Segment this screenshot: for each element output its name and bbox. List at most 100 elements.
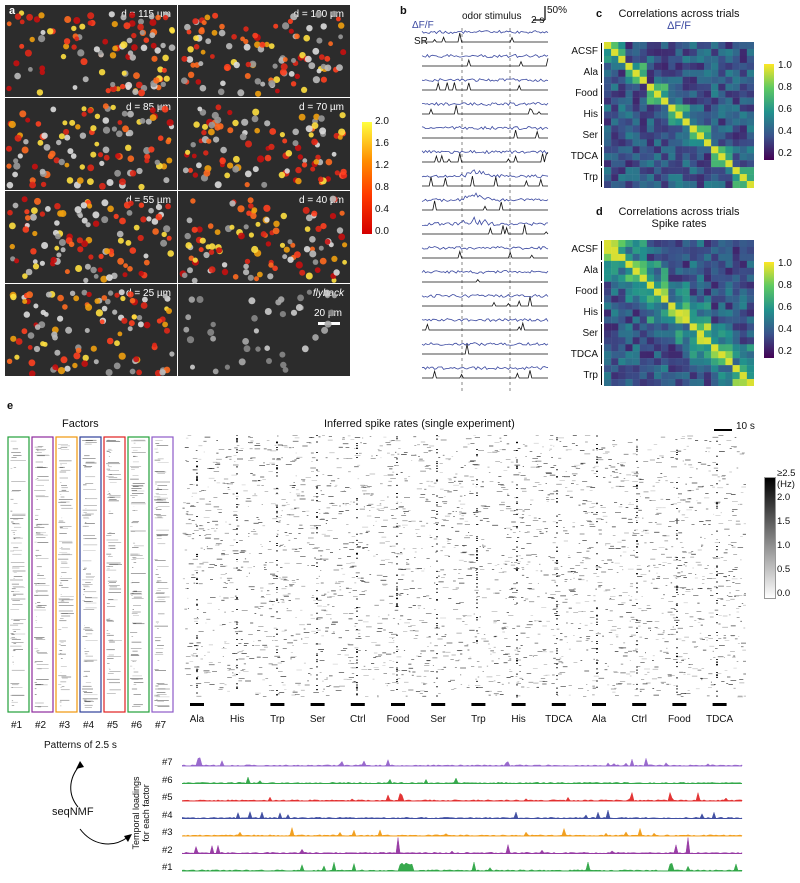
heatmap-cell bbox=[604, 379, 612, 386]
heatmap-cell bbox=[718, 125, 726, 133]
cell-dot bbox=[324, 238, 331, 245]
heatmap-cell bbox=[732, 288, 740, 296]
heatmap-cell bbox=[711, 48, 719, 57]
heatmap-cell bbox=[632, 153, 640, 161]
heatmap-cell bbox=[654, 253, 662, 262]
heatmap-cell bbox=[711, 181, 719, 188]
heatmap-cell bbox=[725, 76, 733, 84]
cell-dot bbox=[125, 84, 131, 90]
heatmap-cell bbox=[696, 281, 705, 289]
heatmap-cell bbox=[718, 167, 726, 175]
heatmap-cell bbox=[604, 55, 612, 64]
heatmap-cell bbox=[639, 351, 648, 359]
cell-dot bbox=[80, 202, 88, 209]
heatmap-cell bbox=[632, 309, 640, 317]
cell-dot bbox=[336, 64, 343, 71]
heatmap-cell bbox=[725, 337, 733, 345]
heatmap-cell bbox=[739, 125, 748, 133]
heatmap-cell bbox=[732, 240, 740, 248]
heatmap-cell bbox=[682, 139, 690, 147]
tick: 0.4 bbox=[778, 324, 792, 335]
heatmap-cell bbox=[732, 351, 740, 359]
cell-dot bbox=[214, 229, 221, 236]
cell-dot bbox=[191, 277, 198, 284]
heatmap-cell bbox=[718, 97, 726, 105]
cell-dot bbox=[243, 224, 249, 230]
cell-dot bbox=[123, 22, 131, 30]
heatmap-cell bbox=[611, 379, 619, 386]
heatmap-cell bbox=[611, 83, 619, 91]
group-bracket bbox=[601, 345, 602, 365]
cell-dot bbox=[154, 159, 160, 165]
cell-dot bbox=[85, 303, 93, 311]
cell-dot bbox=[33, 16, 41, 23]
cell-dot bbox=[132, 88, 139, 95]
heatmap-cell bbox=[682, 83, 690, 91]
cell-dot bbox=[284, 168, 290, 174]
depth-label: d = 85 µm bbox=[126, 102, 171, 113]
heatmap-cell bbox=[689, 146, 698, 154]
heatmap-cell bbox=[704, 281, 712, 289]
cell-dot bbox=[87, 178, 94, 186]
heatmap-cell bbox=[718, 104, 726, 112]
heatmap-cell bbox=[746, 267, 754, 275]
heatmap-cell bbox=[704, 69, 712, 77]
cell-dot bbox=[93, 274, 99, 279]
cell-dot bbox=[208, 243, 216, 250]
cell-dot bbox=[295, 166, 302, 174]
cell-dot bbox=[161, 67, 167, 73]
cell-dot bbox=[283, 246, 290, 253]
cell-dot bbox=[157, 66, 164, 73]
heatmap-cell bbox=[632, 174, 640, 182]
heatmap-cell bbox=[654, 295, 662, 303]
sr-trace bbox=[422, 81, 548, 91]
cell-dot bbox=[118, 289, 125, 296]
cell-dot bbox=[292, 140, 299, 147]
panel-d-label: d bbox=[596, 206, 603, 218]
cell-dot bbox=[191, 226, 198, 233]
heatmap-cell bbox=[711, 344, 719, 352]
cell-dot bbox=[102, 126, 111, 134]
heatmap-cell bbox=[639, 274, 648, 282]
heatmap-cell bbox=[618, 330, 626, 338]
cell-dot bbox=[112, 309, 118, 315]
heatmap-cell bbox=[661, 139, 669, 147]
heatmap-cell bbox=[689, 42, 698, 50]
cell-dot bbox=[320, 23, 327, 30]
heatmap-cell bbox=[725, 125, 733, 133]
heatmap-cell bbox=[711, 97, 719, 105]
heatmap-cell bbox=[689, 139, 698, 147]
tick: 0.8 bbox=[375, 182, 389, 193]
cell-dot bbox=[200, 49, 206, 55]
heatmap-cell bbox=[654, 69, 662, 77]
heatmap-cell bbox=[711, 111, 719, 119]
cell-dot bbox=[58, 133, 65, 140]
cell-dot bbox=[185, 314, 192, 321]
heatmap-cell bbox=[718, 111, 726, 119]
cell-dot bbox=[25, 117, 31, 123]
cell-dot bbox=[306, 25, 313, 32]
heatmap-cell bbox=[711, 125, 719, 133]
heatmap-cell bbox=[625, 351, 633, 359]
cell-dot bbox=[192, 18, 199, 25]
cell-dot bbox=[131, 32, 137, 39]
heatmap-cell bbox=[604, 344, 612, 352]
cell-dot bbox=[181, 55, 188, 62]
heatmap-cell bbox=[696, 302, 705, 310]
heatmap-cell bbox=[654, 274, 662, 282]
heatmap-cell bbox=[682, 125, 690, 133]
cell-dot bbox=[227, 127, 234, 134]
heatmap-cell bbox=[739, 267, 748, 275]
cell-dot bbox=[254, 41, 261, 48]
cell-dot bbox=[264, 308, 272, 315]
heatmap-cell bbox=[604, 132, 612, 140]
row-label: TDCA bbox=[570, 348, 598, 360]
cell-dot bbox=[333, 269, 340, 276]
heatmap-cell bbox=[611, 76, 619, 84]
heatmap-cell bbox=[611, 97, 619, 105]
heatmap-cell bbox=[661, 337, 669, 345]
heatmap-cell bbox=[625, 281, 633, 289]
cell-dot bbox=[72, 362, 78, 369]
heatmap-cell bbox=[632, 97, 640, 105]
cell-dot bbox=[93, 46, 100, 53]
